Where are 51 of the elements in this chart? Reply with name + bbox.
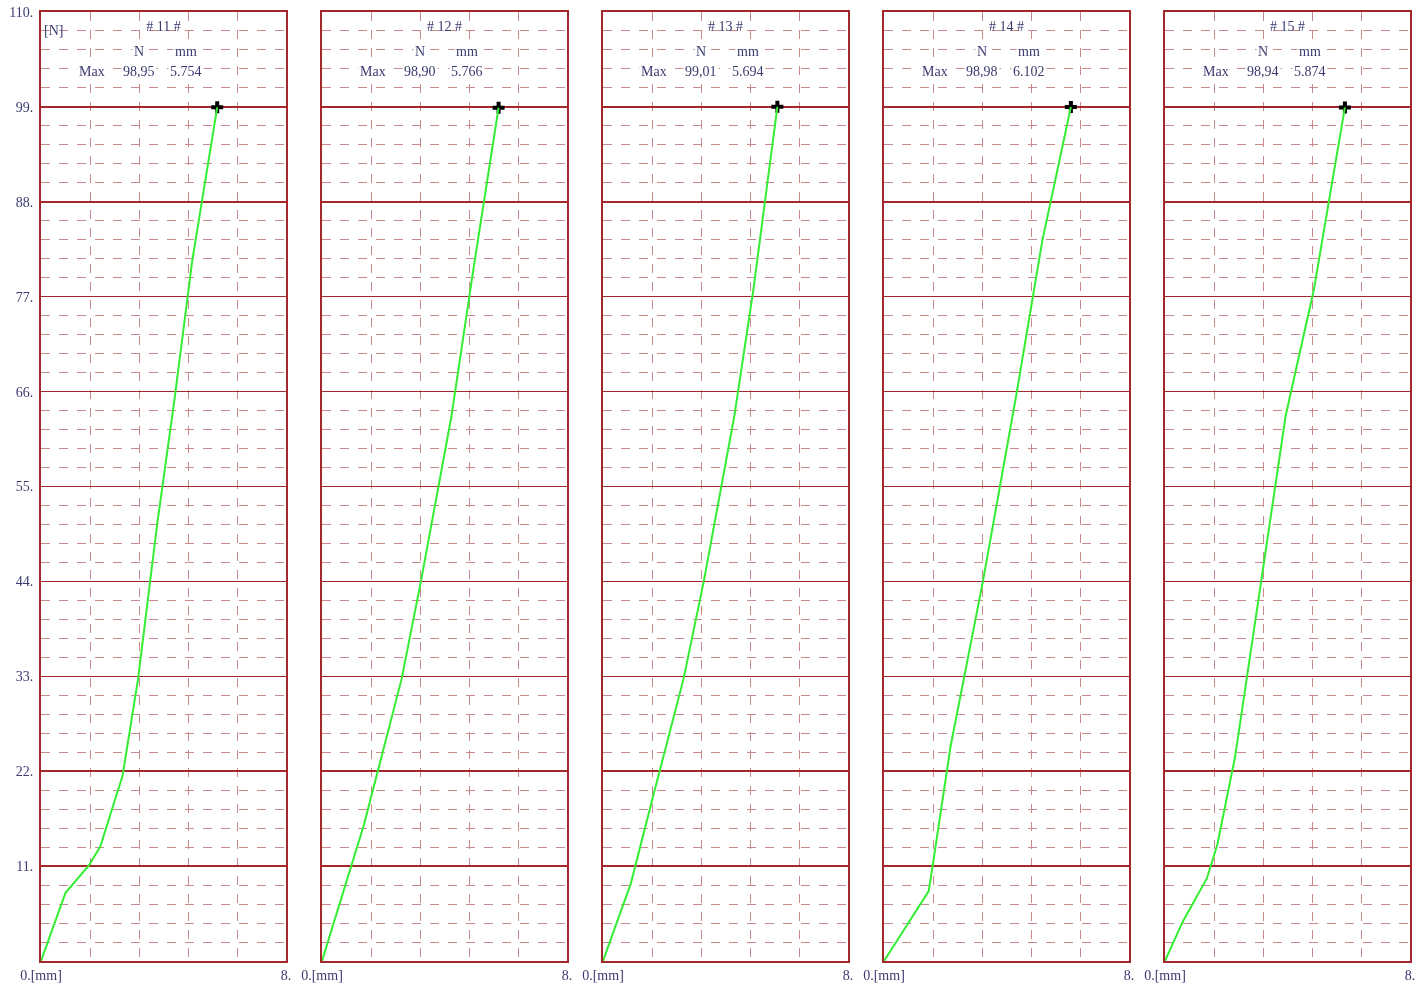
x-tick-label: 0.[mm] [582, 967, 624, 983]
y-tick-label: 88. [15, 194, 34, 210]
annotation: 99,01 [685, 64, 717, 79]
annotation: 5.694 [732, 64, 764, 79]
x-tick-label: 8. [561, 967, 573, 983]
y-tick-label: 11. [16, 859, 34, 874]
annotation: N [1258, 44, 1269, 59]
x-tick-label: 0.[mm] [1144, 967, 1186, 983]
annotation: 5.754 [170, 64, 202, 79]
annotation: Max [1203, 64, 1229, 79]
text: # 15 # [1270, 19, 1305, 35]
annotation: mm [456, 44, 478, 59]
x-tick-label: 0.[mm] [20, 967, 62, 983]
annotation: Max [360, 64, 386, 79]
annotation: 98,95 [123, 64, 155, 79]
y-tick-label: 55. [15, 479, 34, 495]
x-tick-label: 0.[mm] [301, 967, 343, 983]
text: # 11 # [146, 19, 181, 35]
x-tick-label: 8. [1404, 967, 1416, 983]
annotation: 5.874 [1294, 64, 1326, 79]
x-tick-label: 8. [280, 967, 292, 983]
y-axis-title: [N] [44, 23, 64, 38]
y-tick-label: 77. [15, 289, 34, 305]
y-tick-label: 22. [15, 764, 34, 780]
text: # 13 # [708, 19, 743, 35]
y-tick-label: 44. [15, 574, 34, 590]
y-tick-label: 99. [15, 99, 34, 115]
y-tick-label: 66. [15, 384, 34, 400]
y-tick-label: 33. [15, 669, 34, 685]
annotation: 98,90 [404, 64, 436, 79]
annotation: Max [641, 64, 667, 79]
annotation: mm [1299, 44, 1321, 59]
x-tick-label: 8. [842, 967, 854, 983]
annotation: mm [1018, 44, 1040, 59]
annotation: 6.102 [1013, 64, 1045, 79]
annotation: N [415, 44, 426, 59]
annotation: Max [79, 64, 105, 79]
x-tick-label: 8. [1123, 967, 1135, 983]
annotation: 98,94 [1247, 64, 1279, 79]
annotation: mm [737, 44, 759, 59]
text: # 12 # [427, 19, 462, 35]
x-tick-label: 0.[mm] [863, 967, 905, 983]
annotation: N [977, 44, 988, 59]
annotation: 5.766 [451, 64, 483, 79]
annotation: N [696, 44, 707, 59]
annotation: 98,98 [966, 64, 998, 79]
annotation: N [134, 44, 145, 59]
annotation: mm [175, 44, 197, 59]
y-tick-label: 110. [9, 4, 34, 20]
annotation: Max [922, 64, 948, 79]
text: # 14 # [989, 19, 1024, 35]
